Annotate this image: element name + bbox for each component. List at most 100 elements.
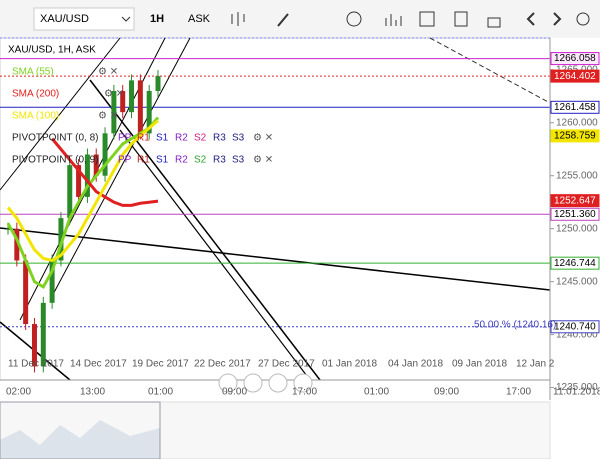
legend-icons: ⚙ ✕ (98, 111, 118, 122)
candle (93, 154, 99, 176)
y-tick-label: 1250.000 (556, 223, 598, 234)
date-label: 14 Dec 2017 (70, 359, 127, 370)
indicator-level: S1 (156, 133, 169, 144)
price-tag (550, 129, 600, 143)
date-label: 09 Jan 2018 (452, 359, 507, 370)
candle (40, 302, 46, 367)
time-label: 17:00 (506, 387, 531, 398)
indicator-level: S1 (156, 155, 169, 166)
zoom-btn[interactable] (293, 373, 313, 393)
time-label: 13:00 (80, 387, 105, 398)
legend-icons: ⚙ ✕ (98, 67, 118, 78)
legend-entry: SMA (55) (12, 67, 54, 78)
sma-line (6, 119, 159, 263)
indicator-level: R3 (213, 133, 226, 144)
candle (111, 90, 117, 134)
price-tag-label: 1261.458 (554, 102, 596, 113)
price-tag (550, 320, 600, 334)
candle (84, 154, 90, 197)
price-tag (550, 207, 600, 221)
price-tag-label: 1264.402 (554, 71, 596, 82)
bars-icon[interactable] (385, 14, 402, 26)
indicator-level: R1 (137, 155, 150, 166)
indicator-level: R3 (213, 155, 226, 166)
indicator-level: R2 (175, 133, 188, 144)
zoom-btn[interactable] (218, 373, 238, 393)
candle (49, 260, 55, 303)
candle (58, 218, 64, 261)
settings-icon[interactable] (576, 12, 590, 26)
price-tag-label: 1252.647 (554, 195, 596, 206)
indicator-name: PIVOTPOINT (0, 8) (12, 133, 99, 144)
legend-icons: ⚙ ✕ (253, 155, 273, 166)
date-label: 12 Jan 2 (516, 359, 555, 370)
symbol: XAU/USD (40, 13, 89, 25)
price-tag (550, 100, 600, 114)
candle (137, 80, 143, 134)
draw-icon[interactable] (277, 13, 289, 27)
legend-entry: SMA (200) (12, 89, 59, 100)
legend-icons: ⚙ ✕ (253, 133, 273, 144)
price-tag-label: 1258.759 (554, 131, 596, 142)
candle (5, 228, 11, 230)
y-tick-label: 1235.000 (556, 382, 598, 393)
sma-line (6, 116, 160, 290)
candle (31, 324, 37, 367)
candle-icon[interactable] (231, 12, 245, 26)
indicator-level: R1 (137, 133, 150, 144)
indicator-level: PP (118, 155, 132, 166)
info-icon[interactable] (346, 11, 362, 27)
timeframe[interactable]: 1H (150, 13, 164, 25)
sma-line (50, 137, 159, 207)
y-tick-label: 1245.000 (556, 276, 598, 287)
nav-icons[interactable] (526, 12, 562, 26)
date-label: 22 Dec 2017 (194, 359, 251, 370)
candle (76, 165, 82, 197)
plot-area (0, 37, 551, 381)
candle (102, 133, 108, 176)
date-label: 04 Jan 2018 (388, 359, 443, 370)
dropdown-arrow (121, 16, 131, 22)
marks (0, 58, 550, 373)
indicator-level: S3 (232, 133, 245, 144)
candle (129, 80, 135, 113)
date-label: 11 Dec 2017 (8, 359, 64, 370)
zoom-btn[interactable] (243, 373, 263, 393)
toolbar: XAU/USD 1H ASK (0, 0, 600, 38)
time-label: 09:00 (434, 387, 459, 398)
indicator-level: R2 (175, 155, 188, 166)
navigator-area (0, 420, 160, 459)
candle (23, 260, 29, 325)
zoom-controls (218, 373, 313, 393)
price-tag-label: 1266.058 (554, 53, 596, 64)
price-tag (550, 256, 600, 270)
dashed-line (429, 37, 551, 104)
price-tag-label: 1246.744 (554, 258, 596, 269)
candle (146, 90, 152, 134)
annotation: 50.00 % (1240.16) (474, 319, 556, 330)
indicator-level: S2 (194, 133, 207, 144)
calendar-icon[interactable] (419, 11, 435, 27)
calc-icon[interactable] (454, 11, 468, 27)
candle (67, 165, 73, 219)
symbol-select[interactable] (33, 7, 135, 31)
price-tag-label: 1240.740 (554, 321, 596, 332)
side[interactable]: ASK (188, 13, 211, 25)
toolbar-icons (231, 11, 590, 28)
time-label: 09:00 (222, 387, 247, 398)
legend: XAU/USD, 1H, ASK (8, 45, 96, 56)
legend-entry: SMA (100) (12, 111, 59, 122)
price-tag-label: 1251.360 (554, 209, 596, 220)
candle (155, 76, 161, 91)
zoom-btn[interactable] (268, 373, 288, 393)
time-label: 01:00 (364, 387, 389, 398)
lock-icon[interactable] (487, 17, 501, 28)
date-label: 19 Dec 2017 (132, 359, 189, 370)
indicator-level: S3 (232, 155, 245, 166)
indicator-level: S2 (194, 155, 207, 166)
y-tick-label: 1255.000 (556, 170, 598, 181)
time-label: 01:00 (148, 387, 173, 398)
price-tag (550, 52, 600, 66)
